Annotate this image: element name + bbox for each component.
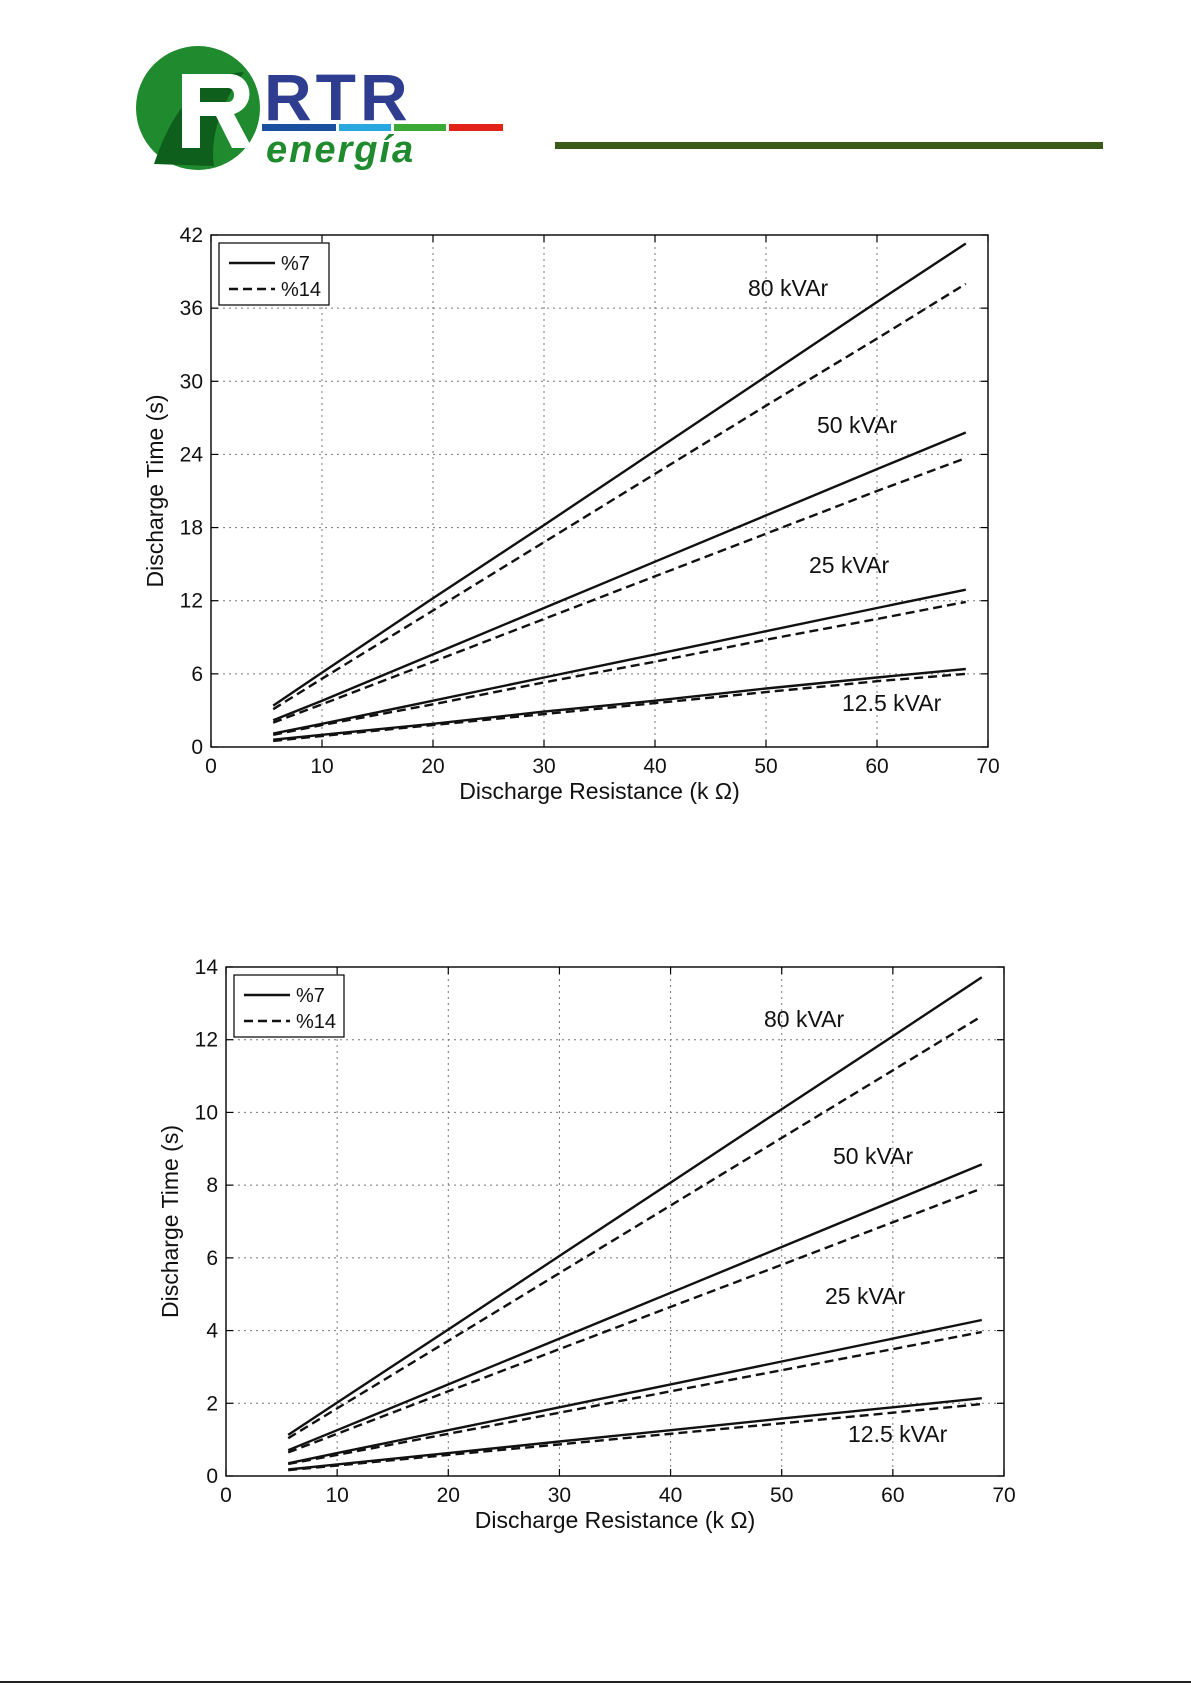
y-tick-label: 14: [195, 956, 219, 979]
y-tick-label: 2: [206, 1392, 218, 1415]
series-line-80-kvar-14: [272, 282, 967, 711]
x-tick-label: 30: [548, 1484, 571, 1507]
curve-annotation: 80 kVAr: [748, 275, 828, 301]
y-tick-label: 6: [206, 1247, 218, 1270]
series-line-12-5-kvar-7: [273, 667, 966, 741]
x-tick-label: 20: [421, 755, 444, 778]
logo-r-letter: [182, 74, 252, 148]
legend-label-7: %7: [281, 253, 310, 275]
header-rule: [555, 142, 1103, 149]
legend-box: [233, 974, 345, 1038]
series-line-50-kvar-14: [272, 456, 967, 724]
series-line-12-5-kvar-7: [288, 1397, 982, 1471]
x-axis-label: Discharge Resistance (k Ω): [475, 1507, 756, 1533]
curve-annotation: 12.5 kVAr: [848, 1421, 948, 1447]
y-tick-label: 8: [206, 1174, 218, 1197]
x-tick-label: 10: [325, 1484, 348, 1507]
chart-1: 0 10 20 30 40 50 60 70 0 6 12 18 24 30 36 42 80 kVAr 50 k…: [0, 0, 1191, 820]
series-line-50-kvar-14: [287, 1187, 983, 1454]
series-line-80-kvar-14: [287, 1015, 983, 1440]
x-tick-label: 0: [220, 1484, 232, 1507]
series-line-50-kvar-7: [287, 1163, 983, 1452]
curve-annotation: 25 kVAr: [809, 552, 889, 578]
page-bottom-rule: [0, 1681, 1191, 1683]
x-tick-label: 70: [976, 755, 999, 778]
chart-2-svg: 0 10 20 30 40 50 60 70 0 2 4 6 8 10 12 14 80 kVAr 50 kVAr…: [157, 956, 1016, 1533]
rtr-energia-logo: RTR energía: [136, 46, 503, 171]
x-tick-label: 10: [310, 755, 333, 778]
x-tick-label: 0: [205, 755, 217, 778]
y-tick-label: 12: [180, 590, 203, 613]
x-tick-label: 70: [992, 1484, 1015, 1507]
x-tick-label: 20: [437, 1484, 460, 1507]
y-tick-label: 30: [180, 370, 203, 393]
plot-frame: [210, 234, 989, 748]
logo-subtitle: energía: [266, 129, 415, 171]
y-tick-label: 18: [180, 517, 203, 540]
logo-stripe-cyan: [339, 124, 391, 131]
x-axis-label: Discharge Resistance (k Ω): [459, 778, 740, 804]
x-tick-label: 60: [865, 755, 888, 778]
logo-stripe-green: [394, 124, 446, 131]
curve-annotation: 50 kVAr: [817, 412, 897, 438]
x-tick-label: 60: [881, 1484, 904, 1507]
y-tick-label: 0: [206, 1465, 218, 1488]
chart-2: 0 10 20 30 40 50 60 70 0 2 4 6 8 10 12 14 80 kVAr 50 kVAr…: [157, 956, 1016, 1533]
y-tick-label: 36: [180, 297, 203, 320]
y-tick-label: 6: [191, 663, 203, 686]
series-line-25-kvar-14: [287, 1330, 983, 1466]
y-tick-label: 24: [180, 443, 204, 466]
x-tick-label: 40: [659, 1484, 682, 1507]
x-tick-label: 50: [754, 755, 777, 778]
curve-annotation: 25 kVAr: [825, 1283, 905, 1309]
legend-label-14: %14: [281, 279, 321, 301]
legend-label-14: %14: [296, 1011, 336, 1033]
series-line-80-kvar-7: [287, 976, 983, 1436]
series-line-50-kvar-7: [272, 431, 967, 722]
curve-annotation: 50 kVAr: [833, 1143, 913, 1169]
curve-annotation: 80 kVAr: [764, 1006, 844, 1032]
y-tick-label: 10: [195, 1101, 218, 1124]
y-tick-label: 42: [180, 224, 203, 247]
curve-annotation: 12.5 kVAr: [842, 690, 942, 716]
series-line-25-kvar-7: [272, 588, 967, 735]
series-line-25-kvar-14: [272, 600, 967, 736]
series-line-12-5-kvar-14: [288, 1402, 982, 1472]
plot-frame: [225, 966, 1005, 1477]
x-tick-label: 40: [643, 755, 666, 778]
y-tick-label: 4: [206, 1320, 218, 1343]
y-axis-label: Discharge Time (s): [157, 1125, 183, 1318]
y-tick-label: 12: [195, 1029, 218, 1052]
x-tick-label: 30: [532, 755, 555, 778]
legend-box: [218, 242, 330, 306]
legend-label-7: %7: [296, 985, 325, 1007]
y-axis-label: Discharge Time (s): [142, 395, 168, 588]
series-line-80-kvar-7: [272, 242, 967, 707]
logo-stripe-red: [449, 124, 503, 131]
series-line-25-kvar-7: [287, 1318, 983, 1465]
logo-wordmark: RTR: [264, 60, 412, 134]
logo-stripe-blue: [262, 124, 336, 131]
x-tick-label: 50: [770, 1484, 793, 1507]
y-tick-label: 0: [191, 736, 203, 759]
chart-1-svg: 0 10 20 30 40 50 60 70 0 6 12 18 24 30 36 42 80 kVAr 50 k…: [142, 224, 1000, 804]
series-line-12-5-kvar-14: [273, 672, 966, 743]
